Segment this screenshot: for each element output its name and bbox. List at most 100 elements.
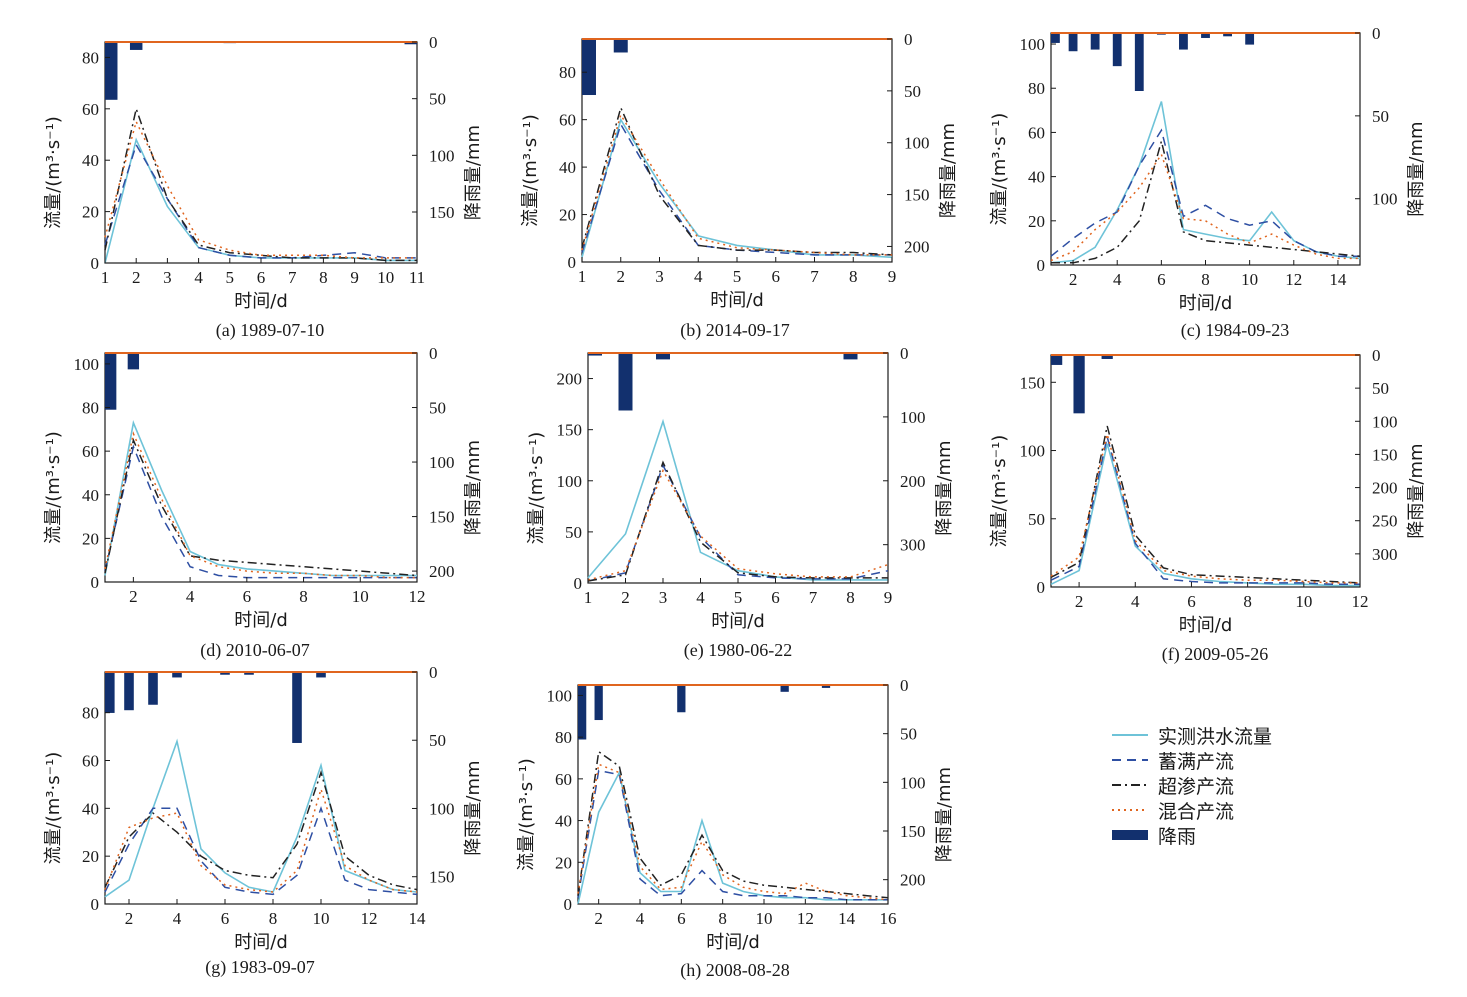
y-axis-label: 流量/(m³·s⁻¹) — [520, 114, 541, 227]
x-tick-label: 7 — [810, 267, 819, 286]
y-tick-label: 0 — [91, 573, 100, 592]
rain-bar — [1101, 355, 1113, 359]
series-line-observed — [587, 418, 888, 581]
y-tick-label: 0 — [574, 574, 583, 593]
y2-tick-label: 100 — [429, 799, 455, 818]
y-tick-label: 20 — [559, 206, 576, 225]
rain-bar — [1090, 33, 1100, 50]
rain-bar — [1051, 33, 1060, 43]
series-line-saturation — [104, 444, 417, 579]
rain-bar — [172, 672, 182, 678]
y2-tick-label: 0 — [1372, 346, 1381, 365]
y-tick-label: 60 — [82, 751, 99, 770]
y-axis-label: 流量/(m³·s⁻¹) — [43, 431, 64, 544]
x-tick-label: 10 — [313, 909, 330, 928]
y2-tick-label: 200 — [429, 562, 455, 581]
rain-bar — [105, 672, 115, 713]
y2-axis-label: 降雨量/mm — [1406, 121, 1427, 216]
subplot-e-caption: (e) 1980-06-22 — [683, 640, 793, 660]
x-axis-label: 时间/d — [706, 932, 760, 953]
series-line-observed — [104, 420, 417, 577]
legend-label-infiltration: 超渗产流 — [1158, 776, 1235, 798]
rain-bar — [677, 685, 686, 713]
y-tick-label: 50 — [1028, 510, 1045, 529]
y2-tick-label: 100 — [904, 134, 930, 153]
subplot-f-svg: 0 50 100 150 0 50 100 150 200 250 300 2 4 6 8 10 12 时间/d 流… — [989, 346, 1427, 636]
legend-label-saturation: 蓄满产流 — [1158, 751, 1235, 773]
series-line-saturation — [587, 463, 889, 582]
y-axis-label: 流量/(m³·s⁻¹) — [516, 758, 537, 871]
y-axis-label: 流量/(m³·s⁻¹) — [989, 113, 1010, 226]
y-tick-label: 80 — [82, 399, 99, 418]
rain-bar — [578, 685, 587, 740]
x-tick-label: 6 — [1157, 270, 1166, 289]
subplot-h-caption: (h) 2008-08-28 — [680, 960, 790, 980]
x-tick-label: 8 — [269, 909, 278, 928]
legend-label-rain: 降雨 — [1158, 826, 1197, 848]
x-axis-label: 时间/d — [234, 291, 288, 312]
y2-tick-label: 100 — [429, 453, 455, 472]
x-tick-label: 8 — [718, 909, 727, 928]
legend-item-saturation: 蓄满产流 — [1110, 747, 1310, 773]
subplot-d-caption: (d) 2010-06-07 — [200, 640, 310, 660]
y2-tick-label: 150 — [429, 508, 455, 527]
rain-bar — [656, 353, 670, 360]
x-tick-label: 8 — [1243, 592, 1252, 611]
x-tick-label: 3 — [659, 588, 668, 607]
x-tick-label: 11 — [409, 268, 425, 287]
x-tick-label: 2 — [594, 909, 603, 928]
y-axis-label: 流量/(m³·s⁻¹) — [526, 432, 547, 545]
y-tick-label: 60 — [1028, 123, 1045, 142]
x-axis-label: 时间/d — [711, 611, 765, 632]
subplot-b: 0 20 40 60 80 0 50 100 150 200 1 2 3 4 5 6 7 8 9 时间/d 流量/(m³… — [490, 0, 980, 345]
y-tick-label: 20 — [82, 203, 99, 222]
subplot-g-caption: (g) 1983-09-07 — [205, 957, 315, 977]
x-tick-label: 6 — [243, 587, 252, 606]
legend-item-infiltration: 超渗产流 — [1110, 772, 1310, 798]
y-tick-label: 200 — [557, 370, 583, 389]
rain-bar — [244, 672, 254, 675]
y2-tick-label: 0 — [429, 33, 438, 52]
x-tick-label: 6 — [1187, 592, 1196, 611]
x-tick-label: 12 — [797, 909, 814, 928]
y2-tick-label: 0 — [429, 344, 438, 363]
y-tick-label: 80 — [1028, 79, 1045, 98]
series-line-observed — [1050, 101, 1361, 264]
y2-tick-label: 150 — [429, 868, 455, 887]
plot-frame — [581, 38, 893, 263]
y-axis-label: 流量/(m³·s⁻¹) — [43, 116, 64, 229]
x-tick-label: 14 — [1329, 270, 1347, 289]
y-tick-label: 20 — [1028, 212, 1045, 231]
y2-tick-label: 100 — [429, 146, 455, 165]
y-tick-label: 0 — [568, 253, 577, 272]
y-tick-label: 0 — [1037, 578, 1046, 597]
x-tick-label: 5 — [733, 267, 742, 286]
rain-bar — [1179, 33, 1188, 50]
x-tick-label: 6 — [772, 267, 781, 286]
y2-tick-label: 200 — [904, 237, 930, 256]
rain-bar — [404, 42, 417, 45]
x-tick-label: 3 — [163, 268, 172, 287]
rain-bar — [148, 672, 158, 705]
x-axis-label: 时间/d — [1179, 615, 1233, 636]
series-line-infiltration — [581, 105, 893, 256]
subplot-a-svg: 0 20 40 60 80 0 50 100 150 1 2 3 4 5 6 7 8 9 10 11 时间/d 流量/(m… — [43, 33, 484, 312]
series-line-infiltration — [1050, 425, 1361, 584]
y-tick-label: 40 — [82, 151, 99, 170]
y2-tick-label: 100 — [900, 408, 926, 427]
legend-item-mixed: 混合产流 — [1110, 797, 1310, 823]
x-tick-label: 4 — [173, 909, 182, 928]
x-tick-label: 4 — [186, 587, 195, 606]
y2-tick-label: 100 — [1372, 190, 1398, 209]
series-line-mixed — [587, 468, 889, 581]
series-line-mixed — [104, 119, 417, 259]
rain-bar — [105, 353, 117, 410]
subplot-c: 0 20 40 60 80 100 0 50 100 2 4 6 8 10 12 14 时间/d 流量/(m³·s… — [980, 0, 1467, 345]
y-tick-label: 50 — [565, 523, 582, 542]
rain-bar — [129, 42, 143, 50]
y2-tick-label: 100 — [900, 773, 926, 792]
y2-tick-label: 150 — [429, 203, 455, 222]
y2-tick-label: 300 — [1372, 545, 1398, 564]
series-line-mixed — [1050, 434, 1360, 584]
subplot-f: 0 50 100 150 0 50 100 150 200 250 300 2 4 6 8 10 12 时间/d 流… — [980, 335, 1467, 665]
